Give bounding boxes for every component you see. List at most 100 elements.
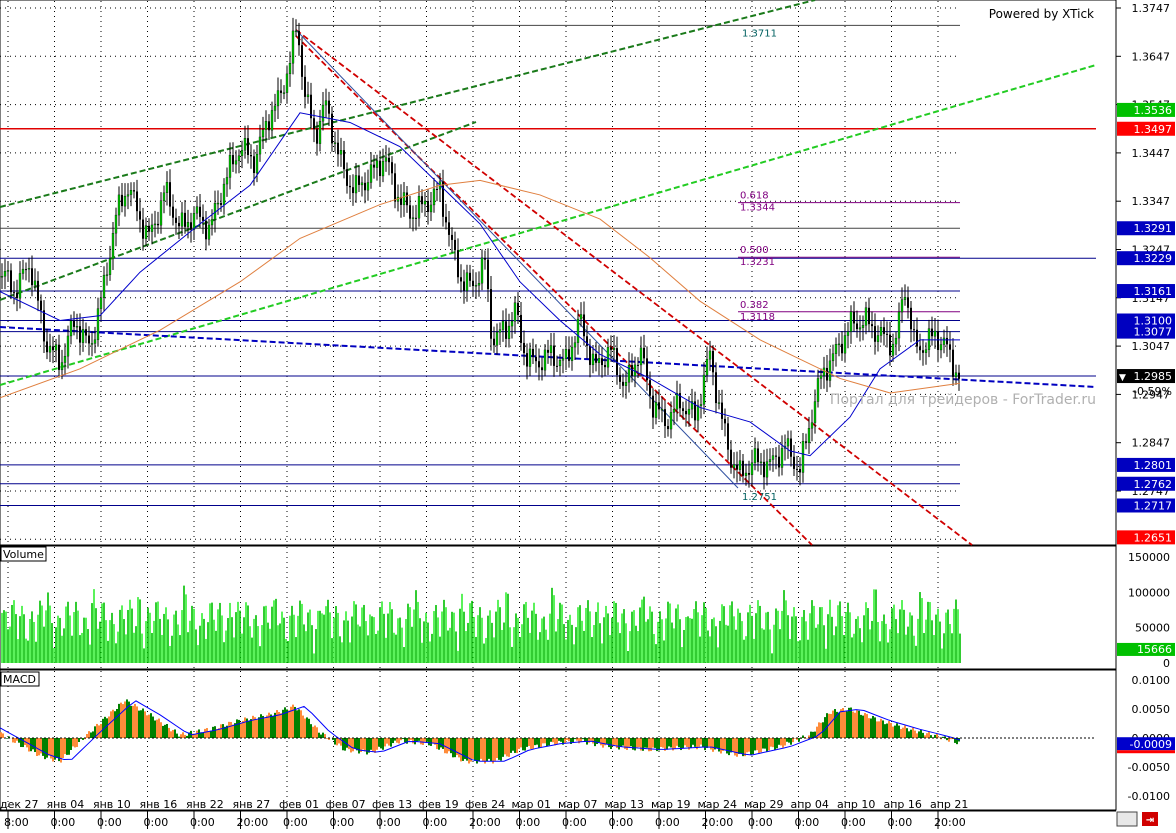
- volume-tick-label: 100000: [1128, 586, 1170, 599]
- candle-body: [730, 450, 732, 468]
- candle-body: [772, 456, 774, 460]
- volume-bar: [917, 619, 919, 663]
- macd-bar: [396, 738, 398, 743]
- macd-bar: [274, 713, 276, 738]
- volume-bar: [73, 612, 75, 663]
- volume-bar: [155, 602, 157, 663]
- candle-body: [490, 289, 492, 339]
- volume-bar: [637, 631, 639, 663]
- candle-body: [190, 222, 192, 229]
- keyboard-icon[interactable]: [1117, 812, 1137, 826]
- macd-bar: [546, 738, 548, 746]
- macd-bar: [946, 738, 948, 740]
- volume-bar: [605, 606, 607, 663]
- macd-bar: [12, 738, 14, 742]
- candle-body: [70, 321, 72, 336]
- macd-bar: [150, 713, 152, 738]
- volume-bar: [433, 611, 435, 663]
- candle-body: [25, 269, 27, 270]
- macd-bar: [426, 738, 428, 742]
- volume-bar: [195, 629, 197, 663]
- volume-bar: [521, 624, 523, 663]
- volume-bar: [209, 603, 211, 663]
- volume-bar: [747, 612, 749, 663]
- volume-bar: [87, 629, 89, 663]
- candle-body: [775, 456, 777, 457]
- macd-bar: [372, 738, 374, 751]
- macd-bar: [866, 714, 868, 738]
- volume-bar: [243, 617, 245, 663]
- candle-body: [724, 419, 726, 423]
- volume-bar: [85, 618, 87, 663]
- volume-bar: [171, 636, 173, 663]
- macd-bar: [910, 730, 912, 738]
- volume-bar: [311, 625, 313, 663]
- candle-body: [319, 121, 321, 143]
- volume-bar: [881, 621, 883, 663]
- candle-body: [172, 207, 174, 218]
- volume-bar: [803, 610, 805, 663]
- volume-bar: [771, 653, 773, 663]
- volume-bar: [939, 622, 941, 663]
- volume-bar: [475, 637, 477, 663]
- macd-bar: [46, 738, 48, 758]
- volume-bar: [895, 619, 897, 663]
- volume-bar: [69, 616, 71, 663]
- macd-bar: [288, 710, 290, 738]
- macd-bar: [498, 738, 500, 760]
- macd-bar: [78, 738, 80, 742]
- macd-bar: [646, 738, 648, 748]
- volume-bar: [61, 636, 63, 663]
- candle-body: [844, 336, 846, 354]
- candle-body: [238, 156, 240, 161]
- volume-bar: [327, 600, 329, 663]
- macd-bar: [410, 738, 412, 740]
- macd-bar: [160, 722, 162, 738]
- candle-body: [685, 411, 687, 414]
- macd-bar: [930, 735, 932, 738]
- volume-bar: [129, 600, 131, 663]
- volume-bar: [465, 631, 467, 663]
- volume-bar: [541, 618, 543, 663]
- volume-bar: [749, 605, 751, 663]
- macd-bar: [442, 738, 444, 749]
- volume-bar: [449, 628, 451, 663]
- macd-bar: [724, 738, 726, 750]
- candle-body: [925, 350, 927, 353]
- volume-bar: [169, 646, 171, 663]
- volume-bar: [19, 616, 21, 663]
- volume-bar: [203, 619, 205, 663]
- macd-bar: [0, 732, 2, 738]
- volume-bar: [99, 622, 101, 663]
- volume-bar: [493, 637, 495, 663]
- macd-bar: [534, 738, 536, 745]
- volume-bar: [799, 640, 801, 663]
- candle-body: [229, 155, 231, 177]
- volume-tick-label: 150000: [1128, 551, 1170, 564]
- macd-bar: [948, 738, 950, 742]
- volume-bar: [345, 611, 347, 663]
- x-time-label: 20:00: [702, 816, 734, 829]
- volume-bar: [673, 628, 675, 663]
- volume-bar: [575, 627, 577, 663]
- volume-bar: [697, 612, 699, 663]
- volume-bar: [711, 619, 713, 663]
- volume-bar: [283, 618, 285, 663]
- macd-bar: [488, 738, 490, 759]
- fib-price-label: 1.3118: [740, 312, 775, 323]
- candle-body: [262, 130, 264, 137]
- volume-tick-label: 50000: [1135, 622, 1170, 635]
- candle-body: [130, 190, 132, 194]
- macd-bar: [496, 738, 498, 758]
- volume-bar: [865, 602, 867, 663]
- candle-body: [475, 285, 477, 286]
- volume-bar: [253, 619, 255, 663]
- volume-bar: [65, 607, 67, 663]
- candle-body: [97, 309, 99, 340]
- volume-bar: [681, 647, 683, 663]
- volume-bar: [897, 633, 899, 663]
- candle-body: [904, 297, 906, 299]
- volume-bar: [795, 616, 797, 663]
- volume-bar: [21, 606, 23, 663]
- candle-body: [328, 101, 330, 114]
